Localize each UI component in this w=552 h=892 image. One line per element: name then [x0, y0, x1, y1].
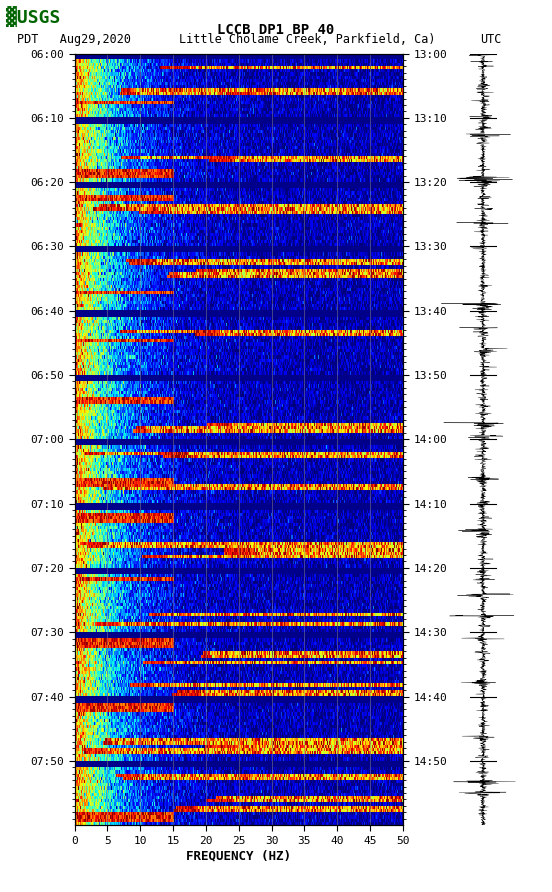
Text: Little Cholame Creek, Parkfield, Ca): Little Cholame Creek, Parkfield, Ca)	[179, 33, 436, 46]
Text: ▓USGS: ▓USGS	[6, 6, 60, 27]
X-axis label: FREQUENCY (HZ): FREQUENCY (HZ)	[186, 850, 291, 863]
Text: UTC: UTC	[480, 33, 502, 46]
Text: LCCB DP1 BP 40: LCCB DP1 BP 40	[217, 23, 335, 37]
Text: PDT   Aug29,2020: PDT Aug29,2020	[17, 33, 131, 46]
